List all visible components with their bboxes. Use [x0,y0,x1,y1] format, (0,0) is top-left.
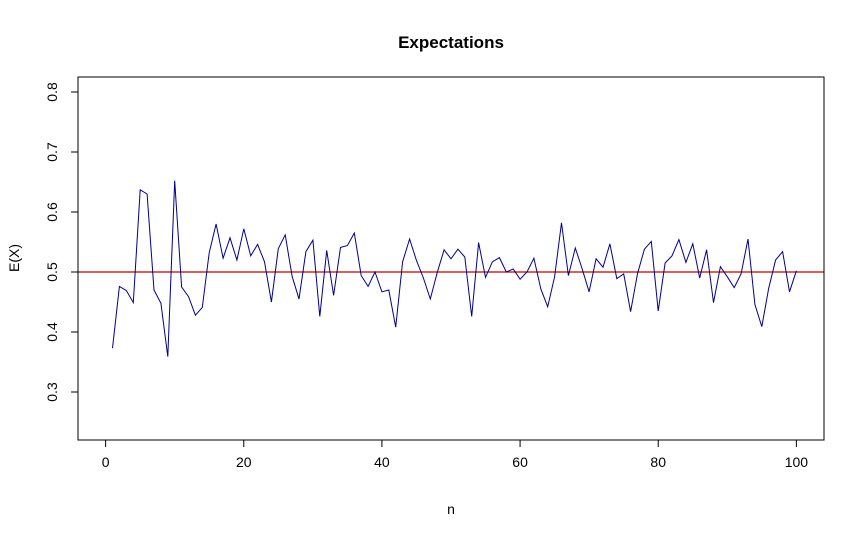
x-axis: 0 20 40 60 80 100 [102,439,809,470]
x-tick-label: 40 [374,454,390,470]
x-tick-label: 100 [785,454,809,470]
x-tick-label: 0 [102,454,110,470]
y-tick-label: 0.8 [44,82,60,102]
x-tick-label: 60 [512,454,528,470]
y-tick-label: 0.6 [44,202,60,222]
x-tick-label: 20 [236,454,252,470]
y-axis-label: E(X) [6,244,22,272]
x-tick-label: 80 [650,454,666,470]
plot-area [77,76,825,441]
y-tick-label: 0.5 [44,262,60,282]
y-tick-label: 0.3 [44,382,60,402]
x-axis-label: n [447,501,455,517]
y-tick-label: 0.4 [44,322,60,342]
chart-title: Expectations [398,33,504,52]
series-line [112,180,797,357]
y-axis: 0.3 0.4 0.5 0.6 0.7 0.8 [44,82,79,402]
y-tick-label: 0.7 [44,142,60,162]
